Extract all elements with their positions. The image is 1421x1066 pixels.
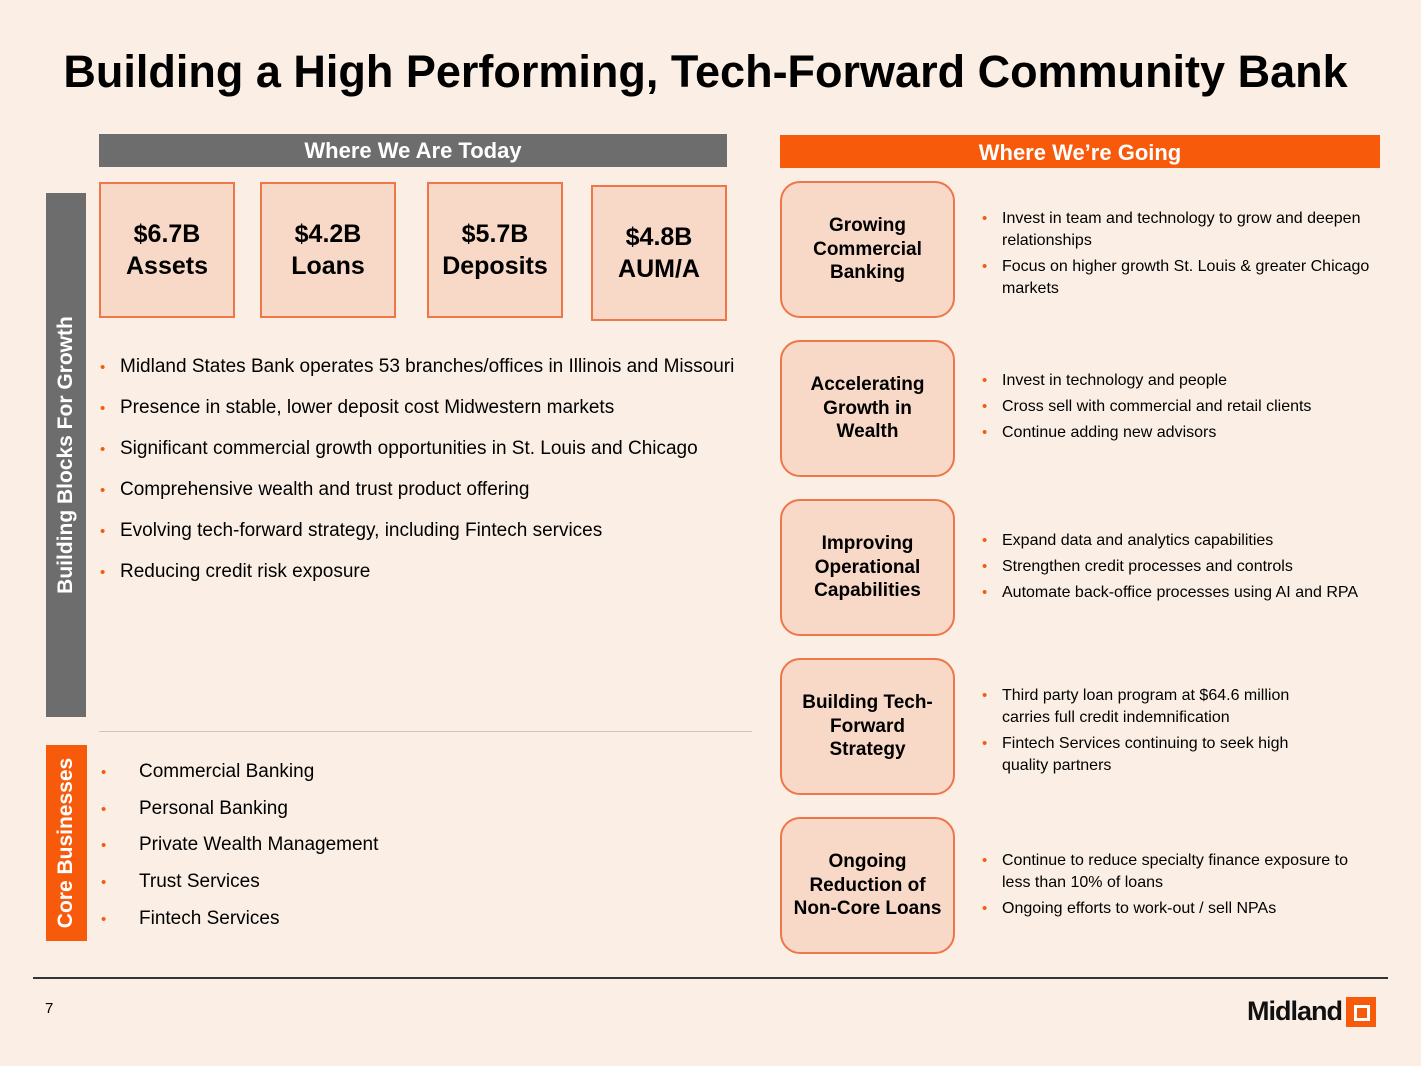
section-divider bbox=[99, 731, 752, 732]
strategy-pill-commercial: Growing Commercial Banking bbox=[780, 181, 955, 318]
strategy-bullets-non-core-loans: Continue to reduce specialty finance exp… bbox=[980, 850, 1380, 924]
strategy-pill-operational: Improving Operational Capabilities bbox=[780, 499, 955, 636]
stat-box-assets: $6.7B Assets bbox=[99, 182, 235, 318]
list-item: Presence in stable, lower deposit cost M… bbox=[100, 397, 760, 438]
stat-value: $4.8B bbox=[625, 223, 693, 251]
list-item: Midland States Bank operates 53 branches… bbox=[100, 356, 760, 397]
core-businesses-side-label: Core Businesses bbox=[46, 745, 87, 941]
stat-label: AUM/A bbox=[618, 255, 700, 283]
footer-divider bbox=[33, 977, 1388, 979]
midland-logo: Midland bbox=[1247, 996, 1376, 1027]
list-item: Trust Services bbox=[101, 871, 501, 908]
logo-wordmark: Midland bbox=[1247, 996, 1343, 1026]
list-item: Continue to reduce specialty finance exp… bbox=[980, 850, 1380, 894]
building-blocks-label-text: Building Blocks For Growth bbox=[54, 316, 78, 594]
list-item: Invest in team and technology to grow an… bbox=[980, 208, 1380, 252]
page-title: Building a High Performing, Tech-Forward… bbox=[63, 46, 1348, 97]
list-item: Focus on higher growth St. Louis & great… bbox=[980, 256, 1380, 300]
list-item: Commercial Banking bbox=[101, 761, 501, 798]
list-item: Comprehensive wealth and trust product o… bbox=[100, 479, 760, 520]
strategy-pill-non-core-loans: Ongoing Reduction of Non-Core Loans bbox=[780, 817, 955, 954]
list-item: Third party loan program at $64.6 millio… bbox=[980, 685, 1320, 729]
list-item: Significant commercial growth opportunit… bbox=[100, 438, 760, 479]
stat-label: Loans bbox=[291, 252, 365, 280]
today-bullet-list: Midland States Bank operates 53 branches… bbox=[100, 356, 760, 602]
where-we-are-today-header: Where We Are Today bbox=[99, 134, 727, 167]
list-item: Fintech Services continuing to seek high… bbox=[980, 733, 1320, 777]
list-item: Ongoing efforts to work-out / sell NPAs bbox=[980, 898, 1380, 920]
stat-value: $6.7B bbox=[133, 220, 201, 248]
stat-box-aum: $4.8B AUM/A bbox=[591, 185, 727, 321]
strategy-pill-tech-forward: Building Tech-Forward Strategy bbox=[780, 658, 955, 795]
stat-value: $4.2B bbox=[294, 220, 362, 248]
strategy-bullets-operational: Expand data and analytics capabilities S… bbox=[980, 530, 1380, 608]
list-item: Expand data and analytics capabilities bbox=[980, 530, 1380, 552]
list-item: Personal Banking bbox=[101, 798, 501, 835]
strategy-bullets-wealth: Invest in technology and people Cross se… bbox=[980, 370, 1380, 448]
stat-label: Deposits bbox=[442, 252, 548, 280]
list-item: Fintech Services bbox=[101, 908, 501, 945]
building-blocks-side-label: Building Blocks For Growth bbox=[46, 193, 86, 717]
list-item: Cross sell with commercial and retail cl… bbox=[980, 396, 1380, 418]
list-item: Strengthen credit processes and controls bbox=[980, 556, 1380, 578]
list-item: Automate back-office processes using AI … bbox=[980, 582, 1380, 604]
stat-box-loans: $4.2B Loans bbox=[260, 182, 396, 318]
where-were-going-header: Where We’re Going bbox=[780, 135, 1380, 168]
list-item: Continue adding new advisors bbox=[980, 422, 1380, 444]
stat-box-deposits: $5.7B Deposits bbox=[427, 182, 563, 318]
core-businesses-list: Commercial Banking Personal Banking Priv… bbox=[101, 761, 501, 944]
strategy-pill-wealth: Accelerating Growth in Wealth bbox=[780, 340, 955, 477]
stat-value: $5.7B bbox=[461, 220, 529, 248]
stat-label: Assets bbox=[126, 252, 208, 280]
list-item: Private Wealth Management bbox=[101, 834, 501, 871]
page-number: 7 bbox=[45, 1000, 54, 1017]
core-businesses-label-text: Core Businesses bbox=[54, 757, 78, 929]
strategy-bullets-tech-forward: Third party loan program at $64.6 millio… bbox=[980, 685, 1320, 781]
list-item: Invest in technology and people bbox=[980, 370, 1380, 392]
strategy-bullets-commercial: Invest in team and technology to grow an… bbox=[980, 208, 1380, 304]
list-item: Evolving tech-forward strategy, includin… bbox=[100, 520, 760, 561]
list-item: Reducing credit risk exposure bbox=[100, 561, 760, 602]
midland-square-logo-icon bbox=[1346, 996, 1376, 1027]
